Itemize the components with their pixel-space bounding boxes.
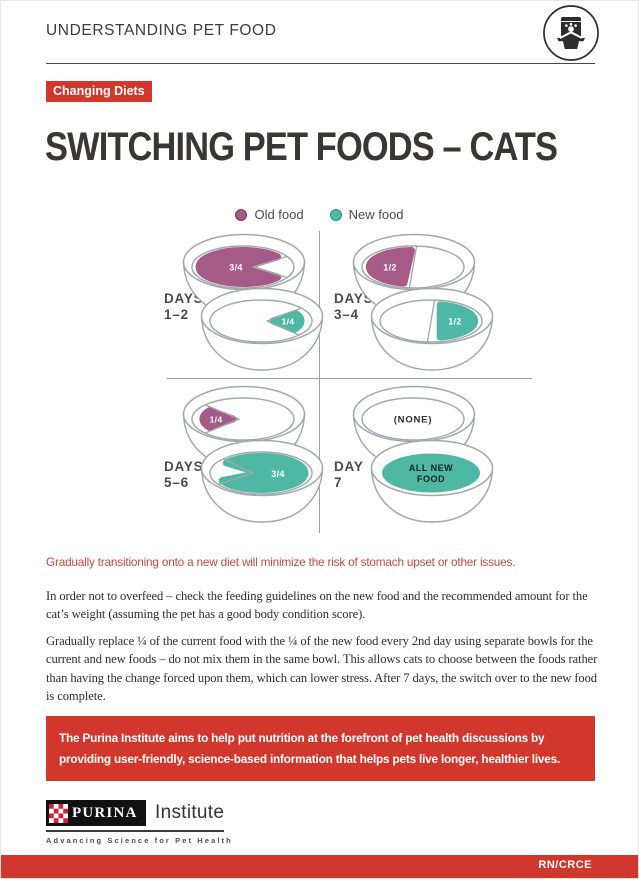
page-title: UNDERSTANDING PET FOOD — [46, 22, 277, 39]
quadrant-days-5-6: DAYS 5–6 1/4 3/4 — [151, 381, 324, 533]
quadrant-days-1-2: DAYS 1–2 3/4 1/4 — [151, 229, 324, 379]
all-new-food-label-line2: FOOD — [417, 474, 445, 484]
period-line1: DAY — [334, 459, 364, 474]
period-line2: 3–4 — [334, 306, 359, 322]
section-badge: Changing Diets — [46, 81, 152, 102]
new-food-bowl-1-2: 1/2 — [370, 287, 494, 371]
period-label: DAYS 5–6 — [164, 459, 203, 490]
bottom-bar: RN/CRCE — [1, 855, 638, 878]
diagram-vertical-divider — [319, 231, 320, 533]
legend: Old food New food — [1, 207, 638, 222]
new-food-dot-icon — [329, 208, 342, 221]
quadrant-days-3-4: DAYS 3–4 1/2 1/2 — [321, 229, 494, 379]
period-label: DAYS 1–2 — [164, 291, 203, 322]
diagram-horizontal-divider — [167, 378, 532, 379]
purina-institute-logo: PURINA Institute — [46, 800, 233, 826]
period-line2: 1–2 — [164, 306, 189, 322]
purina-wordmark: PURINA — [72, 804, 138, 821]
paragraph-1: In order not to overfeed – check the fee… — [46, 589, 588, 622]
new-food-bowl-1-4: 1/4 — [200, 287, 324, 371]
period-label: DAYS 3–4 — [334, 291, 373, 322]
fraction-label: 1/4 — [210, 415, 223, 425]
period-line1: DAYS — [164, 291, 204, 306]
pet-food-bag-bowl-icon — [543, 5, 599, 61]
key-statement: Gradually transitioning onto a new diet … — [46, 555, 516, 569]
paragraph-2: Gradually replace ¼ of the current food … — [46, 634, 598, 703]
fraction-label: 3/4 — [229, 263, 242, 273]
footer: PURINA Institute Advancing Science for P… — [46, 800, 233, 845]
footer-logo-rule — [46, 830, 224, 832]
fraction-label: 1/4 — [282, 317, 295, 327]
period-line2: 5–6 — [164, 474, 189, 490]
institute-wordmark: Institute — [155, 802, 225, 823]
legend-label: New food — [348, 207, 404, 222]
header-divider — [46, 63, 595, 64]
period-line1: DAYS — [164, 459, 204, 474]
quadrant-day-7: DAY 7 (NONE) ALL NEW FOOD — [321, 381, 494, 533]
period-line2: 7 — [334, 474, 343, 490]
all-new-food-label-line1: ALL NEW — [409, 463, 453, 473]
fraction-label: 1/2 — [383, 263, 396, 273]
doc-code: RN/CRCE — [538, 859, 592, 871]
fraction-label: 3/4 — [271, 469, 284, 479]
none-label: (NONE) — [394, 415, 433, 426]
footer-tagline: Advancing Science for Pet Health — [46, 836, 233, 845]
purina-logo-box: PURINA — [46, 800, 146, 826]
transition-schedule-diagram: DAYS 1–2 3/4 1/4 DAY — [1, 229, 638, 535]
purina-checkerboard-icon — [49, 803, 68, 823]
new-food-bowl-3-4: 3/4 — [200, 439, 324, 523]
main-title: SWITCHING PET FOODS – CATS — [45, 125, 558, 169]
purina-institute-callout: The Purina Institute aims to help put nu… — [46, 716, 595, 782]
new-food-bowl-full: ALL NEW FOOD — [370, 439, 494, 523]
fraction-label: 1/2 — [448, 317, 461, 327]
period-line1: DAYS — [334, 291, 374, 306]
legend-item-old-food: Old food — [235, 207, 304, 222]
period-label: DAY 7 — [334, 459, 364, 490]
old-food-dot-icon — [235, 208, 248, 221]
legend-label: Old food — [254, 207, 304, 222]
legend-item-new-food: New food — [329, 207, 404, 222]
